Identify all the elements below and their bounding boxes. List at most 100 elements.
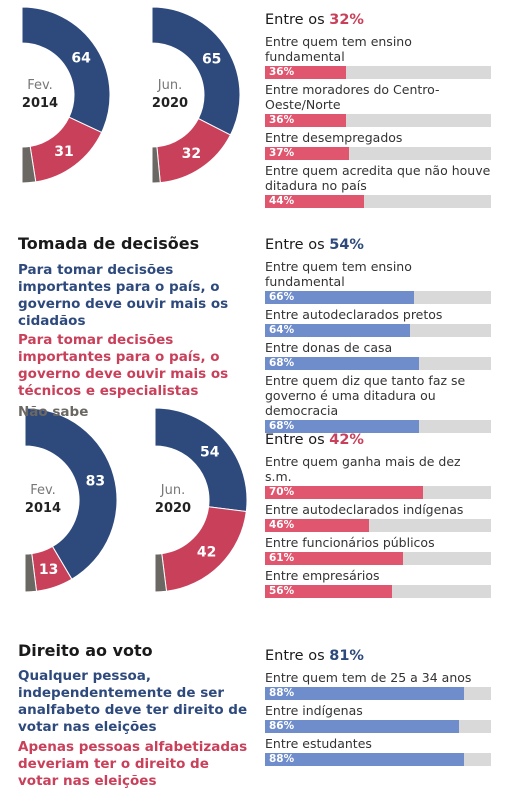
slice-label: 65 bbox=[202, 51, 221, 67]
bar-value-label: 44% bbox=[269, 195, 295, 207]
group-title: Entre os 81% bbox=[265, 648, 491, 664]
bar-label: Entre autodeclarados indígenas bbox=[265, 502, 464, 517]
bar-group: Entre os 81% Entre quem tem de 25 a 34 an… bbox=[265, 648, 491, 766]
bar-track: 61% bbox=[265, 552, 491, 565]
bar bbox=[265, 420, 419, 433]
legend-text: Qualquer pessoa, independentemente de se… bbox=[18, 668, 248, 735]
group-title: Entre os 54% bbox=[265, 237, 491, 253]
group-highlight: 32% bbox=[329, 12, 364, 28]
legend-text: Apenas pessoas alfabetizadas deveriam te… bbox=[18, 739, 248, 789]
group-prefix: Entre os bbox=[265, 648, 325, 664]
donut-slice bbox=[21, 6, 111, 134]
bar-track: 36% bbox=[265, 114, 491, 127]
bar bbox=[265, 519, 369, 532]
donut-period: Fev. bbox=[30, 483, 56, 498]
bar-track: 86% bbox=[265, 720, 491, 733]
bar bbox=[265, 195, 365, 208]
bar-label: Entre indígenas bbox=[265, 703, 363, 718]
bar-label: Entre quem tem ensino fundamental bbox=[265, 259, 412, 289]
bar bbox=[265, 357, 419, 370]
bar bbox=[265, 720, 460, 733]
slice-label: 54 bbox=[200, 445, 220, 461]
bar bbox=[265, 486, 424, 499]
bar-track: 36% bbox=[265, 66, 491, 79]
bar bbox=[265, 66, 347, 79]
donut-period: Jun. bbox=[157, 78, 182, 93]
bar-track: 44% bbox=[265, 195, 491, 208]
slice-label: 31 bbox=[54, 144, 73, 160]
section-heading: Tomada de decisões bbox=[18, 234, 200, 253]
bar-track: 37% bbox=[265, 147, 491, 160]
bar-track: 88% bbox=[265, 753, 491, 766]
bar bbox=[265, 147, 349, 160]
bar-value-label: 66% bbox=[269, 291, 295, 303]
bar-label: Entre estudantes bbox=[265, 736, 372, 751]
donut-year: 2014 bbox=[22, 96, 58, 111]
group-title: Entre os 32% bbox=[265, 12, 491, 28]
donut-year: 2020 bbox=[155, 501, 191, 516]
bar-label: Entre desempregados bbox=[265, 130, 403, 145]
group-highlight: 54% bbox=[329, 237, 364, 253]
bar bbox=[265, 552, 403, 565]
legend-text: Para tomar decisões importantes para o p… bbox=[18, 332, 229, 399]
bar-group: Entre os 54% Entre quem tem ensino fundam… bbox=[265, 237, 491, 433]
bar bbox=[265, 324, 410, 337]
donut-year: 2020 bbox=[152, 96, 188, 111]
bar-value-label: 56% bbox=[269, 585, 295, 597]
slice-label: 83 bbox=[86, 474, 105, 490]
group-title: Entre os 42% bbox=[265, 432, 491, 448]
bar-track: 68% bbox=[265, 357, 491, 370]
bar-track: 56% bbox=[265, 585, 491, 598]
slice-label: 13 bbox=[39, 562, 58, 578]
group-prefix: Entre os bbox=[265, 432, 325, 448]
bar-label: Entre quem tem de 25 a 34 anos bbox=[265, 670, 472, 685]
slice-label: 42 bbox=[197, 545, 216, 561]
legend-text: Para tomar decisões importantes para o p… bbox=[18, 262, 229, 329]
bar-group: Entre os 42% Entre quem ganha mais de dez… bbox=[265, 432, 491, 598]
group-highlight: 81% bbox=[329, 648, 364, 664]
legend-text: Não sabe bbox=[18, 404, 89, 420]
donut-slice bbox=[21, 145, 37, 184]
bar bbox=[265, 585, 392, 598]
bar-value-label: 64% bbox=[269, 324, 295, 336]
bar-label: Entre quem acredita que não houve ditadu… bbox=[265, 163, 491, 193]
bar-value-label: 70% bbox=[269, 486, 295, 498]
bar-label: Entre funcionários públicos bbox=[265, 535, 435, 550]
bar-value-label: 36% bbox=[269, 66, 295, 78]
bar-label: Entre quem tem ensino fundamental bbox=[265, 34, 412, 64]
group-highlight: 42% bbox=[329, 432, 364, 448]
group-prefix: Entre os bbox=[265, 12, 325, 28]
bar-track: 70% bbox=[265, 486, 491, 499]
bar-label: Entre donas de casa bbox=[265, 340, 393, 355]
donut-slice bbox=[24, 407, 118, 580]
bar-value-label: 68% bbox=[269, 420, 295, 432]
bar-label: Entre moradores do Centro-Oeste/Norte bbox=[265, 82, 440, 112]
bar-group: Entre os 32% Entre quem tem ensino fundam… bbox=[265, 12, 491, 208]
bar-track: 88% bbox=[265, 687, 491, 700]
donut-period: Jun. bbox=[160, 483, 185, 498]
bar bbox=[265, 687, 464, 700]
bar-label: Entre empresários bbox=[265, 568, 380, 583]
bar-value-label: 88% bbox=[269, 687, 295, 699]
bar-track: 68% bbox=[265, 420, 491, 433]
bar bbox=[265, 753, 464, 766]
bar bbox=[265, 291, 415, 304]
donut-year: 2014 bbox=[25, 501, 61, 516]
bar-value-label: 68% bbox=[269, 357, 295, 369]
donut-slice bbox=[154, 407, 248, 513]
bar-label: Entre quem diz que tanto faz se governo … bbox=[265, 373, 466, 418]
group-prefix: Entre os bbox=[265, 237, 325, 253]
bar-value-label: 46% bbox=[269, 519, 295, 531]
bar-value-label: 88% bbox=[269, 753, 295, 765]
donut-slice bbox=[154, 553, 168, 593]
bar-value-label: 61% bbox=[269, 552, 295, 564]
bar-label: Entre autodeclarados pretos bbox=[265, 307, 443, 322]
bar-track: 46% bbox=[265, 519, 491, 532]
bar-track: 64% bbox=[265, 324, 491, 337]
bar-value-label: 86% bbox=[269, 720, 295, 732]
bar bbox=[265, 114, 347, 127]
slice-label: 64 bbox=[71, 50, 91, 66]
donut-slice bbox=[24, 553, 38, 593]
